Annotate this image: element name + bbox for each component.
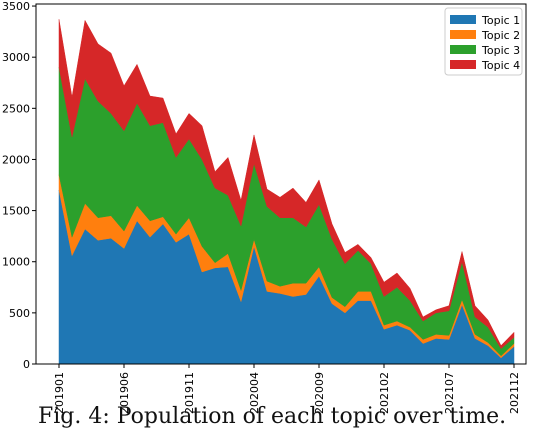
legend-swatch — [450, 45, 476, 54]
plot-frame — [35, 3, 527, 365]
y-tick-label: 3500 — [2, 0, 30, 13]
legend-swatch — [450, 60, 476, 69]
legend-label: Topic 2 — [481, 29, 520, 42]
x-tick-label: 202112 — [508, 372, 521, 414]
legend-label: Topic 1 — [481, 14, 520, 27]
y-tick-label: 1500 — [2, 205, 30, 218]
y-tick-label: 3000 — [2, 51, 30, 64]
y-tick-label: 1000 — [2, 256, 30, 269]
legend-swatch — [450, 15, 476, 24]
y-tick-label: 500 — [9, 307, 30, 320]
figure-caption: Fig. 4: Population of each topic over ti… — [38, 404, 507, 429]
x-tick-label: 201901 — [53, 372, 66, 414]
legend: Topic 1 Topic 2 Topic 3 Topic 4 — [444, 7, 523, 76]
x-tick-label: 201906 — [118, 372, 131, 414]
x-tick-label: 202009 — [313, 372, 326, 414]
y-tick-label: 2500 — [2, 102, 30, 115]
x-tick-label: 202004 — [248, 372, 261, 414]
y-tick-label: 2000 — [2, 153, 30, 166]
x-axis: 201901 201906 201911 202004 202009 202102 2021… — [53, 364, 521, 414]
legend-swatch — [450, 30, 476, 39]
y-axis: 0 500 1000 1500 2000 2500 3000 3500 — [2, 0, 36, 371]
x-tick-label: 202102 — [378, 372, 391, 414]
x-tick-label: 201911 — [183, 372, 196, 414]
x-tick-label: 202107 — [443, 372, 456, 414]
area-series-4 — [58, 19, 515, 350]
legend-label: Topic 3 — [481, 44, 520, 57]
y-tick-label: 0 — [23, 358, 30, 371]
legend-label: Topic 4 — [481, 59, 520, 72]
legend-box — [444, 7, 523, 76]
